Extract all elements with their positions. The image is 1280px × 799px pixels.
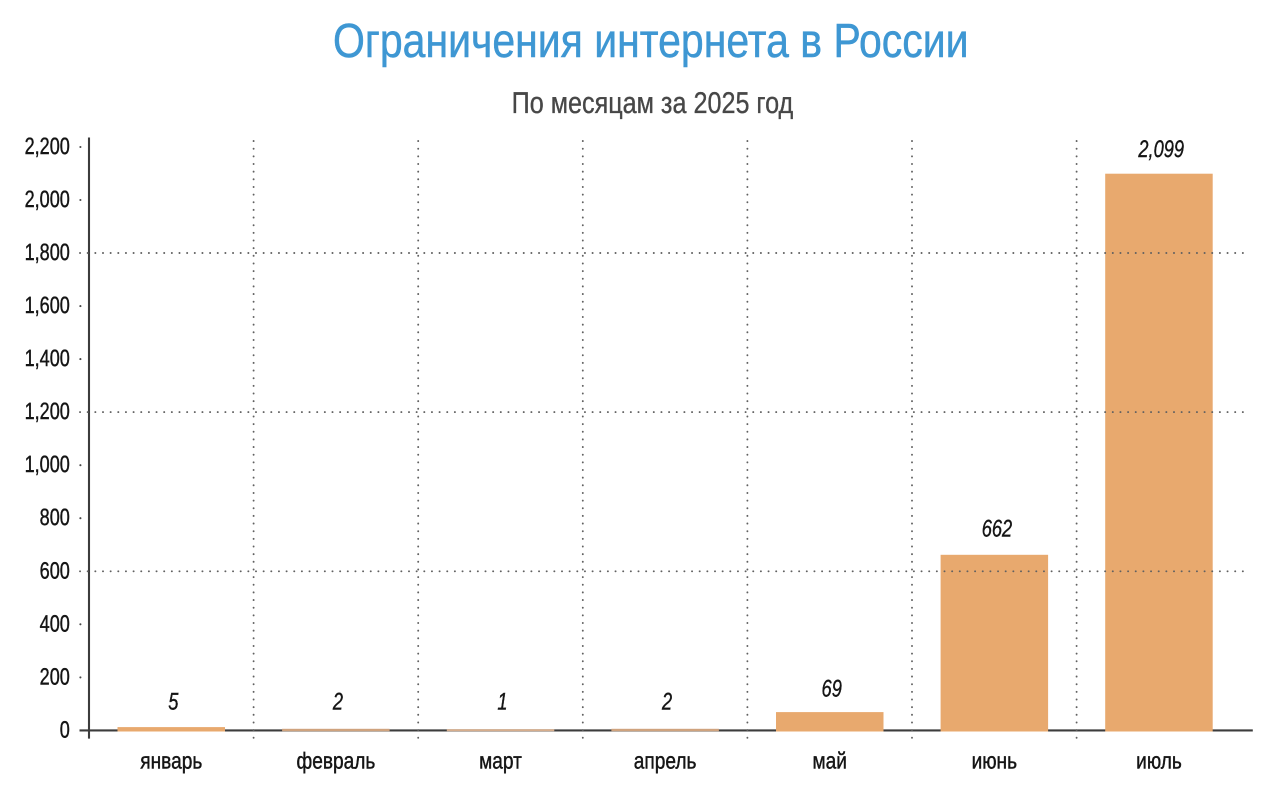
svg-text:июль: июль [1136,748,1182,774]
svg-text:800: 800 [40,504,70,530]
svg-text:1: 1 [497,688,507,715]
svg-text:1,000: 1,000 [25,451,70,477]
svg-text:2,099: 2,099 [1138,136,1184,163]
svg-text:69: 69 [822,676,842,703]
svg-text:2,000: 2,000 [25,186,70,212]
svg-text:январь: январь [140,748,202,774]
svg-text:0: 0 [60,716,70,742]
svg-text:1,200: 1,200 [25,398,70,424]
svg-text:2,200: 2,200 [25,133,70,159]
svg-text:2: 2 [661,688,672,715]
svg-text:июнь: июнь [972,748,1017,774]
svg-text:апрель: апрель [634,748,697,774]
svg-text:февраль: февраль [297,748,376,774]
svg-text:Ограничения интернета в России: Ограничения интернета в России [333,15,969,68]
svg-text:600: 600 [40,557,70,583]
svg-text:май: май [812,748,846,774]
svg-text:5: 5 [168,688,179,715]
svg-text:662: 662 [982,516,1012,543]
svg-text:400: 400 [40,610,70,636]
svg-text:1,400: 1,400 [25,345,70,371]
svg-text:март: март [479,748,522,774]
svg-text:По месяцам за 2025 год: По месяцам за 2025 год [512,87,794,120]
svg-text:2: 2 [332,688,343,715]
svg-text:1,800: 1,800 [25,239,70,265]
svg-text:200: 200 [40,663,70,689]
svg-text:1,600: 1,600 [25,292,70,318]
